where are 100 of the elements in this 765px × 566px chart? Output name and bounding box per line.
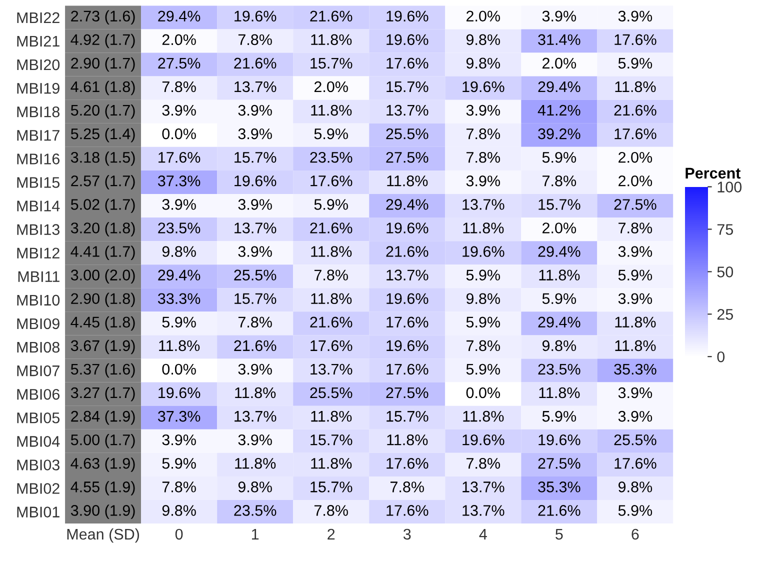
y-tick-label: MBI13 — [17, 224, 60, 235]
data-label: 9.8% — [466, 58, 500, 69]
data-label: 2.0% — [618, 175, 652, 186]
y-tick-label: MBI16 — [17, 154, 60, 164]
text: 2.73 (1.6) — [71, 10, 135, 25]
data-label: 17.6% — [310, 340, 352, 352]
data-label: 5.9% — [466, 364, 500, 375]
data-label: 19.6% — [386, 340, 428, 352]
data-label: 11.8% — [235, 458, 276, 469]
data-label: 3.9% — [618, 246, 652, 257]
data-label: 29.4% — [158, 10, 200, 22]
data-label: 9.8% — [542, 340, 576, 352]
data-label: 2.0% — [542, 58, 576, 69]
data-label: 19.6% — [234, 175, 276, 186]
data-label: 5.9% — [314, 128, 348, 140]
data-label: 7.8% — [618, 222, 652, 234]
data-label: 5.9% — [314, 199, 348, 210]
x-tick-label: 4 — [479, 528, 487, 540]
data-label: 5.9% — [618, 270, 652, 280]
data-label: 3.9% — [466, 175, 500, 186]
data-label: 17.6% — [386, 58, 428, 69]
data-label: 15.7% — [386, 410, 428, 422]
data-label: 0.0% — [162, 364, 196, 375]
data-label: 19.6% — [386, 222, 428, 234]
data-label: 15.7% — [310, 58, 352, 69]
data-label: 15.7% — [538, 199, 580, 210]
data-label: 11.8% — [463, 222, 504, 234]
data-label: 25.5% — [310, 387, 352, 398]
data-label: 3.9% — [238, 128, 272, 140]
data-label: 3.9% — [238, 434, 272, 446]
data-label: 21.6% — [310, 316, 352, 328]
data-label: 0.0% — [466, 387, 500, 398]
data-label: 11.8% — [539, 270, 580, 280]
text: 5.25 (1.4) — [70, 128, 135, 142]
data-label: 27.5% — [614, 199, 656, 210]
data-label: 7.8% — [238, 34, 272, 46]
data-label: 0.0% — [162, 128, 196, 140]
text: 5.20 (1.7) — [70, 104, 135, 119]
data-label: 2.0% — [618, 152, 652, 163]
data-label: 27.5% — [158, 58, 200, 69]
data-label: 11.8% — [615, 316, 656, 328]
data-label: 19.6% — [462, 246, 504, 257]
data-label: 35.3% — [614, 364, 656, 375]
data-label: 3.9% — [618, 10, 652, 22]
y-tick-label: MBI11 — [18, 271, 60, 282]
data-label: 3.9% — [542, 10, 576, 22]
data-label: 9.8% — [618, 482, 652, 492]
data-label: 3.9% — [466, 104, 500, 116]
text: 4.92 (1.7) — [70, 34, 135, 48]
y-tick-label: MBI08 — [17, 342, 60, 353]
data-label: 7.8% — [314, 505, 348, 516]
data-label: 17.6% — [614, 34, 656, 46]
x-tick-label: 5 — [556, 528, 563, 540]
data-label: 5.9% — [162, 316, 196, 328]
text: 3.20 (1.8) — [70, 222, 135, 236]
y-tick-label: MBI05 — [17, 412, 60, 424]
data-label: 15.7% — [234, 152, 276, 163]
data-label: 27.5% — [538, 458, 580, 469]
data-label: 9.8% — [466, 293, 500, 304]
data-label: 11.8% — [463, 410, 504, 422]
data-label: 17.6% — [386, 458, 428, 469]
data-label: 29.4% — [158, 270, 200, 280]
y-tick-label: MBI06 — [17, 388, 60, 400]
text: 5.37 (1.6) — [70, 363, 135, 378]
data-label: 17.6% — [386, 505, 428, 516]
data-label: 19.6% — [158, 387, 200, 398]
data-label: 5.9% — [542, 410, 576, 422]
data-label: 21.6% — [538, 505, 580, 516]
data-label: 11.8% — [311, 410, 352, 422]
color-bar-label: 100 — [718, 182, 742, 192]
data-label: 39.2% — [538, 128, 580, 140]
color-bar-label: 25 — [717, 309, 734, 320]
y-tick-label: MBI19 — [17, 82, 60, 94]
y-tick-label: MBI03 — [17, 460, 60, 470]
data-label: 15.7% — [310, 434, 352, 446]
data-label: 31.4% — [538, 34, 580, 46]
data-label: 25.5% — [234, 270, 276, 280]
data-label: 15.7% — [234, 293, 276, 304]
data-label: 15.7% — [386, 81, 428, 92]
y-tick-label: MBI15 — [17, 177, 60, 188]
color-bar-label: 50 — [717, 266, 734, 278]
data-label: 11.8% — [311, 246, 352, 257]
data-label: 7.8% — [466, 340, 500, 352]
data-label: 23.5% — [310, 152, 352, 163]
data-label: 7.8% — [390, 482, 424, 492]
data-label: 21.6% — [310, 222, 352, 234]
data-label: 3.9% — [162, 434, 196, 446]
data-label: 17.6% — [158, 152, 200, 163]
data-label: 9.8% — [466, 34, 500, 46]
text: 3.18 (1.5) — [70, 152, 135, 166]
data-label: 7.8% — [162, 81, 196, 92]
data-label: 7.8% — [466, 128, 500, 140]
data-label: 11.8% — [235, 387, 276, 398]
data-label: 2.0% — [542, 222, 576, 234]
text: 4.55 (1.9) — [70, 481, 135, 496]
data-label: 13.7% — [234, 410, 276, 422]
data-label: 23.5% — [234, 505, 276, 516]
data-label: 3.9% — [162, 104, 196, 116]
data-label: 7.8% — [466, 458, 500, 469]
data-label: 7.8% — [238, 316, 272, 328]
